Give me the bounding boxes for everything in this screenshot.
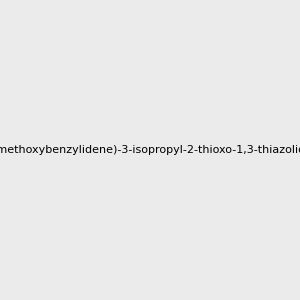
Text: 5-(2,4-dimethoxybenzylidene)-3-isopropyl-2-thioxo-1,3-thiazolidin-4-one: 5-(2,4-dimethoxybenzylidene)-3-isopropyl… [0,145,300,155]
